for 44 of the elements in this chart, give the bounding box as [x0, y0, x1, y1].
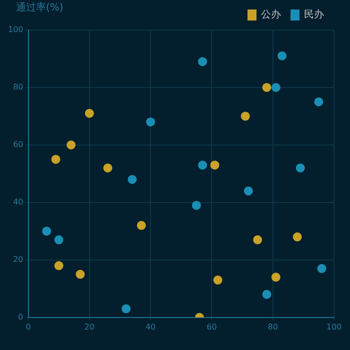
point	[292, 232, 302, 242]
point	[76, 270, 85, 279]
y-tick-label: 40	[13, 198, 24, 207]
point	[271, 272, 280, 282]
point	[192, 200, 201, 210]
point	[42, 226, 52, 236]
point	[317, 264, 326, 274]
x-tick-label: 40	[145, 322, 156, 332]
x-tick-label: 60	[206, 322, 217, 332]
point	[253, 235, 262, 244]
y-tick-label: 100	[8, 25, 24, 34]
x-tick-label: 20	[84, 322, 95, 332]
legend-label: 民办	[304, 8, 324, 21]
point	[136, 220, 146, 230]
point	[66, 140, 76, 150]
point	[314, 97, 324, 106]
point	[128, 174, 137, 184]
point	[262, 82, 272, 92]
point	[103, 163, 112, 172]
point	[54, 261, 64, 270]
x-tick-label: 80	[268, 322, 278, 332]
y-tick-label: 60	[13, 140, 24, 150]
point	[198, 160, 208, 170]
point	[240, 112, 250, 121]
point	[210, 160, 220, 170]
point	[84, 108, 94, 118]
point	[296, 163, 305, 172]
point	[271, 82, 280, 92]
point	[278, 51, 287, 60]
y-tick-label: 80	[13, 82, 24, 92]
y-tick-label: 20	[13, 255, 24, 264]
point	[54, 235, 64, 244]
point	[262, 290, 272, 299]
point	[146, 117, 156, 126]
point	[198, 57, 208, 66]
point	[213, 276, 222, 285]
legend-label: 公办	[261, 8, 281, 21]
point	[51, 154, 60, 164]
point	[244, 186, 253, 196]
x-tick-label: 100	[326, 322, 342, 332]
y-axis-title: 通过率(%)	[16, 2, 64, 14]
y-tick-label: 0	[18, 312, 24, 322]
point	[122, 304, 131, 314]
x-tick-label: 0	[26, 322, 31, 332]
